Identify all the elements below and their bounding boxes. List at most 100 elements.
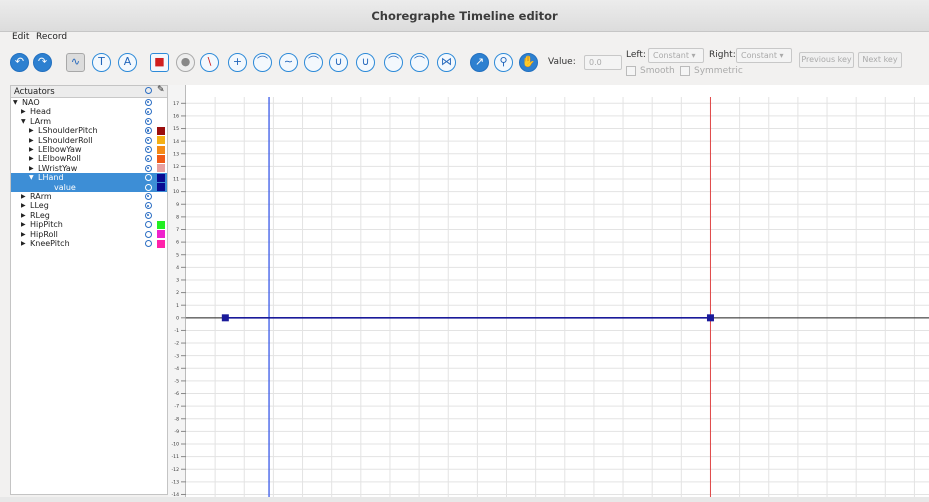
smooth-checkbox[interactable] — [626, 66, 636, 76]
actuator-row-nao[interactable]: ▼ NAO — [11, 98, 167, 107]
curve-color-swatch[interactable] — [157, 136, 165, 145]
curve-color-swatch[interactable] — [157, 183, 165, 192]
curve-color-swatch[interactable] — [157, 239, 165, 248]
visibility-radio[interactable] — [145, 99, 152, 106]
visibility-radio[interactable] — [145, 155, 152, 163]
value-tick-label: -6 — [174, 391, 179, 397]
actuator-label: LArm — [30, 116, 52, 126]
collapsed-arrow-icon[interactable]: ▶ — [21, 240, 26, 247]
collapsed-arrow-icon[interactable]: ▶ — [21, 230, 26, 238]
actuator-row-lhand[interactable]: ▼ LHand — [11, 173, 167, 183]
actuator-row-lshoulderroll[interactable]: ▶ LShoulderRoll — [11, 136, 167, 145]
symmetric-checkbox[interactable] — [680, 66, 690, 76]
tangent-4-icon[interactable]: ∪ — [329, 53, 348, 72]
tangent-2-icon[interactable]: ∼ — [279, 53, 298, 72]
visibility-radio[interactable] — [145, 146, 152, 153]
collapsed-arrow-icon[interactable]: ▶ — [29, 146, 34, 153]
visibility-column-icon[interactable] — [145, 87, 152, 94]
menu-edit[interactable]: Edit — [12, 32, 30, 42]
undo-icon[interactable]: ↶ — [10, 53, 29, 72]
collapsed-arrow-icon[interactable]: ▶ — [29, 136, 34, 144]
collapsed-arrow-icon[interactable]: ▶ — [21, 202, 26, 210]
visibility-radio[interactable] — [145, 117, 152, 125]
collapsed-arrow-icon[interactable]: ▶ — [29, 127, 34, 135]
visibility-radio[interactable] — [145, 127, 152, 135]
value-tick-label: -10 — [171, 442, 179, 448]
color-column-icon[interactable]: ✎ — [157, 85, 165, 95]
actuator-row-lshoulderpitch[interactable]: ▶ LShoulderPitch — [11, 126, 167, 135]
visibility-radio[interactable] — [145, 221, 152, 229]
curve-mode-icon[interactable]: ∿ — [66, 53, 85, 72]
actuator-row-lelbowroll[interactable]: ▶ LElbowRoll — [11, 154, 167, 163]
value-tick-label: -5 — [174, 379, 179, 385]
actuator-label: HipPitch — [30, 220, 63, 230]
visibility-radio[interactable] — [145, 164, 152, 172]
pan-tool-icon[interactable]: ✋ — [519, 53, 538, 72]
collapsed-arrow-icon[interactable]: ▶ — [21, 193, 26, 200]
actuator-row-lwristyaw[interactable]: ▶ LWristYaw — [11, 164, 167, 173]
actuator-row-rleg[interactable]: ▶ RLeg — [11, 211, 167, 220]
collapsed-arrow-icon[interactable]: ▶ — [29, 164, 34, 172]
auto-tangent-icon[interactable]: A — [118, 53, 137, 72]
curve-color-swatch[interactable] — [157, 154, 165, 163]
actuator-row-head[interactable]: ▶ Head — [11, 107, 167, 116]
tangent-3-icon[interactable]: ⌒ — [304, 53, 323, 72]
actuator-label: value — [54, 182, 76, 192]
keyframe[interactable] — [221, 314, 229, 322]
collapsed-arrow-icon[interactable]: ▶ — [21, 211, 26, 219]
visibility-radio[interactable] — [145, 108, 152, 116]
actuator-row-hippitch[interactable]: ▶ HipPitch — [11, 220, 167, 229]
curve-color-swatch[interactable] — [157, 230, 165, 239]
delete-key-icon[interactable]: \ — [200, 53, 219, 72]
tangent-6-icon[interactable]: ⌒ — [384, 53, 403, 72]
curve-color-swatch[interactable] — [157, 145, 165, 154]
curve-color-swatch[interactable] — [157, 126, 165, 135]
actuator-label: LWristYaw — [38, 163, 78, 173]
tangent-7-icon[interactable]: ⌒ — [410, 53, 429, 72]
keyframe[interactable] — [706, 314, 714, 322]
actuator-row-lleg[interactable]: ▶ LLeg — [11, 201, 167, 210]
tangent-5-icon[interactable]: ∪ — [356, 53, 375, 72]
collapsed-arrow-icon[interactable]: ▶ — [29, 155, 34, 163]
curve-color-swatch[interactable] — [157, 164, 165, 173]
tangent-8-icon[interactable]: ⋈ — [437, 53, 456, 72]
expanded-arrow-icon[interactable]: ▼ — [21, 117, 26, 125]
zoom-tool-icon[interactable]: ⚲ — [494, 53, 513, 72]
collapsed-arrow-icon[interactable]: ▶ — [21, 108, 26, 116]
redo-icon[interactable]: ↷ — [33, 53, 52, 72]
visibility-radio[interactable] — [145, 202, 152, 210]
tangent-1-icon[interactable]: ⌒ — [253, 53, 272, 72]
text-mode-icon[interactable]: T — [92, 53, 111, 72]
visibility-radio[interactable] — [145, 183, 152, 191]
visibility-radio[interactable] — [145, 193, 152, 200]
visibility-radio[interactable] — [145, 136, 152, 144]
actuator-row-hiproll[interactable]: ▶ HipRoll — [11, 230, 167, 239]
expanded-arrow-icon[interactable]: ▼ — [29, 174, 34, 182]
right-tangent-select[interactable]: Constant ▾ — [736, 48, 792, 63]
actuator-row-value[interactable]: value — [11, 182, 167, 192]
actuator-row-lelbowyaw[interactable]: ▶ LElbowYaw — [11, 145, 167, 154]
curve-color-swatch[interactable] — [157, 173, 165, 182]
menu-record[interactable]: Record — [36, 32, 68, 42]
previous-key-button[interactable]: Previous key — [799, 52, 854, 68]
add-key-icon[interactable]: + — [228, 53, 247, 72]
visibility-radio[interactable] — [145, 211, 152, 219]
value-field[interactable]: 0.0 — [584, 55, 622, 70]
actuator-row-rarm[interactable]: ▶ RArm — [11, 192, 167, 201]
next-key-button[interactable]: Next key — [858, 52, 902, 68]
visibility-radio[interactable] — [145, 240, 152, 247]
record-icon[interactable]: ● — [176, 53, 195, 72]
expanded-arrow-icon[interactable]: ▼ — [13, 99, 18, 106]
visibility-radio[interactable] — [145, 174, 152, 182]
curve-editor[interactable] — [186, 85, 929, 497]
actuator-row-kneepitch[interactable]: ▶ KneePitch — [11, 239, 167, 248]
collapsed-arrow-icon[interactable]: ▶ — [21, 221, 26, 229]
visibility-radio[interactable] — [145, 230, 152, 238]
select-tool-icon[interactable]: ↗ — [470, 53, 489, 72]
curve-color-swatch[interactable] — [157, 220, 165, 229]
stop-record-icon[interactable]: ■ — [150, 53, 169, 72]
actuator-row-larm[interactable]: ▼ LArm — [11, 117, 167, 126]
actuator-label: LShoulderRoll — [38, 135, 93, 145]
left-tangent-select[interactable]: Constant ▾ — [648, 48, 704, 63]
actuator-label: LLeg — [30, 201, 49, 211]
